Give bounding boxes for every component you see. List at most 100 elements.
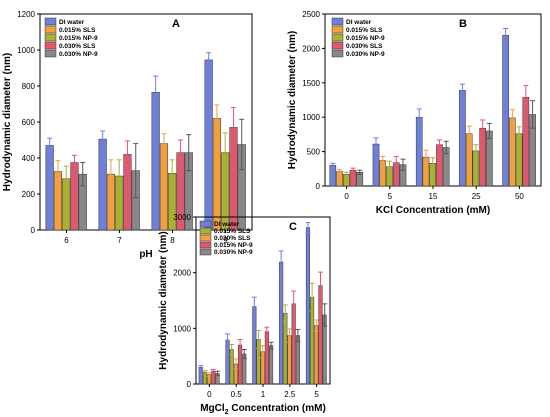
bar: [295, 335, 300, 385]
legend-swatch: [331, 17, 344, 26]
bar: [436, 144, 443, 187]
legend-swatch: [331, 25, 344, 34]
series-di-water: [198, 222, 311, 385]
y-tick-label: 200: [22, 190, 36, 199]
chart-panel-A: 0 200 400 600 800 1000 1200 6 7 8 9 pH Hydrodynamic …: [2, 10, 253, 260]
legend-swatch: [199, 241, 212, 249]
legend-entry: 0.015% SLS: [59, 27, 96, 34]
bar: [287, 335, 292, 385]
y-tick-label: 1200: [17, 10, 35, 19]
y-tick-label: 2000: [302, 44, 320, 53]
legend-swatch: [44, 49, 57, 58]
x-tick-label: 15: [429, 192, 438, 201]
panel-label: A: [172, 18, 180, 30]
series-0-015-sls: [336, 109, 516, 187]
legend-entry: 0.030% SLS: [59, 43, 96, 50]
legend-swatch: [331, 41, 344, 50]
legend-swatch: [331, 33, 344, 42]
legend-swatch: [199, 220, 212, 228]
x-tick-label: 0: [207, 390, 212, 399]
series-0-030-np-9: [356, 100, 536, 187]
x-tick-label: 2.5: [284, 390, 296, 399]
y-tick-label: 800: [22, 82, 36, 91]
y-axis-label: Hydrodynamic diameter (nm): [287, 31, 298, 169]
series-0-015-sls: [202, 282, 315, 385]
bar: [415, 116, 423, 187]
legend-entry: 0.015% NP-9: [346, 35, 385, 42]
legend-swatch: [199, 227, 212, 235]
y-tick-label: 0: [316, 182, 321, 191]
panel-label: C: [289, 221, 297, 233]
x-axis-label: pH: [139, 249, 152, 260]
y-tick-label: 1000: [173, 324, 191, 333]
x-tick-label: 25: [472, 192, 481, 201]
series-0-030-sls: [70, 107, 238, 231]
y-tick-label: 2000: [173, 269, 191, 278]
bar: [509, 117, 516, 187]
legend-entry: DI water: [59, 19, 85, 26]
y-axis-label: Hydrodynamic diameter (nm): [2, 53, 13, 191]
y-tick-label: 500: [307, 148, 321, 157]
legend-swatch: [331, 49, 344, 58]
x-tick-label: 1: [261, 390, 266, 399]
legend-entry: 0.030% NP-9: [214, 249, 253, 256]
x-tick-label: 0: [344, 192, 349, 201]
legend-entry: 0.015% SLS: [346, 27, 383, 34]
legend-entry: DI water: [214, 221, 240, 228]
y-tick-label: 3000: [173, 213, 191, 222]
legend-swatch: [44, 33, 57, 42]
bar: [279, 261, 284, 385]
bar: [459, 90, 466, 187]
legend-entry: 0.015% SLS: [214, 228, 251, 235]
series-0-015-sls: [53, 104, 222, 231]
y-tick-label: 1500: [302, 79, 320, 88]
bar: [314, 325, 319, 385]
series-0-030-np-9: [214, 303, 328, 385]
x-axis-label: KCl Concentration (mM): [376, 205, 490, 216]
legend-entry: DI water: [346, 19, 372, 26]
bar: [502, 35, 509, 187]
y-tick-label: 400: [22, 154, 36, 163]
bar: [283, 313, 288, 385]
x-tick-label: 50: [515, 192, 524, 201]
series-0-015-np-9: [342, 126, 523, 187]
x-tick-label: 5: [314, 390, 319, 399]
bar: [70, 162, 79, 231]
bar: [204, 59, 213, 231]
y-tick-label: 2500: [302, 10, 320, 19]
bar: [45, 145, 54, 231]
bar: [305, 227, 310, 385]
legend-swatch: [44, 25, 57, 34]
legend-entry: 0.015% NP-9: [214, 242, 253, 249]
x-tick-label: 0.5: [231, 390, 243, 399]
legend-entry: 0.030% NP-9: [59, 51, 98, 58]
series-0-030-sls: [349, 85, 530, 187]
bar: [159, 143, 169, 231]
legend-swatch: [44, 41, 57, 50]
chart-panel-B: 0 500 1000 1500 2000 2500 0 5 15 25 50 KCl Concentr…: [287, 10, 542, 216]
y-tick-label: 1000: [17, 46, 35, 55]
x-tick-label: 5: [388, 192, 393, 201]
series-di-water: [329, 27, 509, 187]
bar: [212, 118, 222, 231]
bar: [264, 331, 269, 385]
panel-label: B: [459, 18, 467, 30]
x-tick-label: 8: [170, 236, 175, 245]
bar: [269, 345, 274, 385]
chart-panel-C: 0 1000 2000 3000 0 0.5 1 2.5 5 MgCl2 Concentratio…: [158, 213, 331, 416]
x-axis-label: MgCl2 Concentration (mM): [200, 403, 326, 416]
series-0-030-np-9: [78, 118, 246, 231]
series-di-water: [45, 52, 213, 231]
bar: [98, 138, 107, 231]
bar: [151, 92, 160, 231]
bar: [329, 165, 337, 187]
legend-swatch: [199, 248, 212, 256]
y-tick-label: 1000: [302, 113, 320, 122]
bar: [486, 130, 493, 187]
series-0-030-sls: [206, 319, 319, 385]
legend-entry: 0.015% NP-9: [59, 35, 98, 42]
